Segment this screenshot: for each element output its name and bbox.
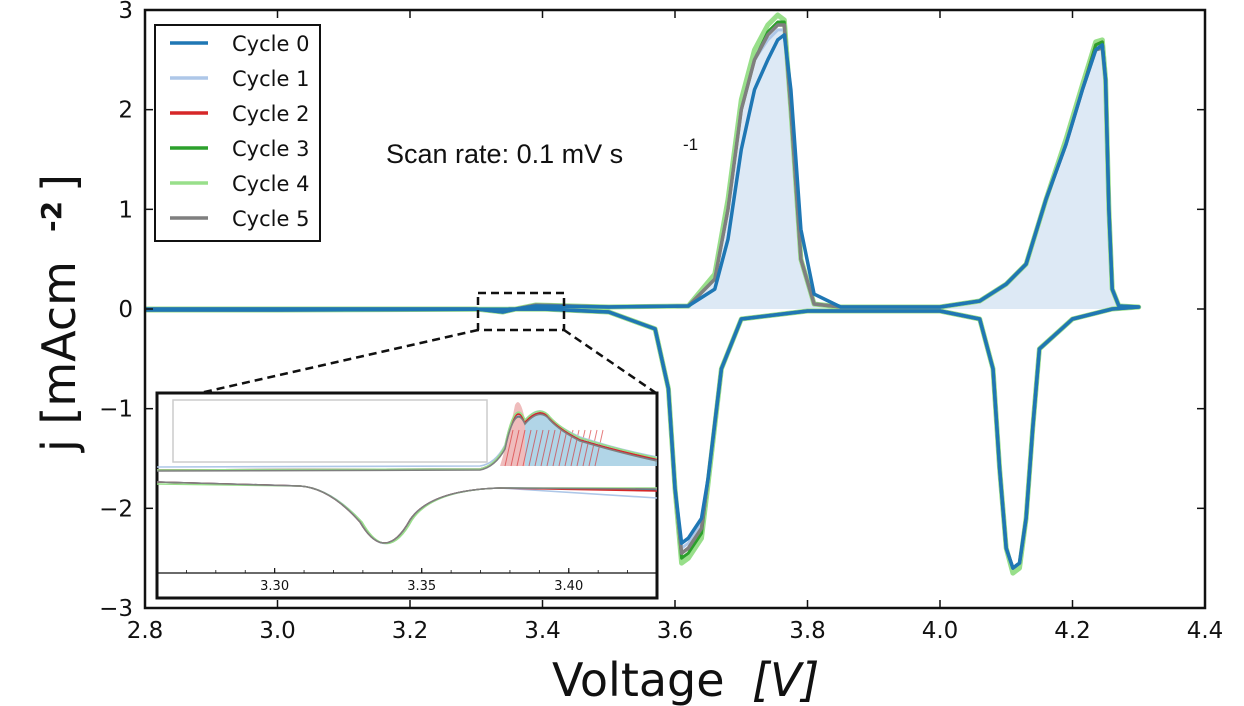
inset-curve-lower bbox=[156, 481, 658, 544]
x-tick-label: 3.8 bbox=[789, 618, 826, 644]
y-tick-label: 3 bbox=[118, 0, 133, 24]
legend-label: Cycle 4 bbox=[232, 172, 309, 196]
x-tick-label: 2.8 bbox=[127, 618, 164, 644]
y-tick-label: −1 bbox=[99, 397, 133, 423]
x-tick-label: 3.6 bbox=[657, 618, 694, 644]
x-tick-label: 4.4 bbox=[1187, 618, 1224, 644]
y-tick-label: −3 bbox=[99, 596, 133, 622]
inset-curve-upper bbox=[156, 413, 658, 472]
series-line-cycle-0 bbox=[145, 33, 1141, 570]
inset-hatch bbox=[576, 429, 586, 467]
x-tick-label: 3.2 bbox=[392, 618, 429, 644]
x-tick-label: 4.2 bbox=[1054, 618, 1091, 644]
inset-hatch bbox=[528, 429, 538, 467]
inset-hatch bbox=[594, 429, 604, 467]
inset-hatch bbox=[558, 429, 568, 467]
legend-label: Cycle 5 bbox=[232, 207, 309, 231]
inset-hatch bbox=[510, 429, 520, 467]
inset-x-tick-label: 3.40 bbox=[554, 579, 583, 594]
legend-label: Cycle 2 bbox=[232, 102, 309, 126]
y-axis-label-group: j [mAcm -2 ] bbox=[32, 174, 86, 453]
inset-hatch bbox=[582, 429, 592, 467]
inset-hatch bbox=[504, 429, 514, 467]
inset-hatch bbox=[546, 429, 556, 467]
x-tick-label: 3.0 bbox=[259, 618, 296, 644]
main-axes: 2.8 3.0 3.2 3.4 3.6 3.8 4.0 4.2 4.4 −3 −2 −1 0 1 2 3 bbox=[99, 0, 1223, 644]
legend-label: Cycle 1 bbox=[232, 67, 309, 91]
x-axis-unit: [V] bbox=[752, 653, 819, 706]
y-tick-label: 0 bbox=[118, 297, 133, 323]
zoom-region-box bbox=[476, 291, 566, 332]
cv-series-group bbox=[145, 12, 1142, 576]
x-tick-label: 4.0 bbox=[922, 618, 959, 644]
y-axis-label-close: ] bbox=[32, 174, 86, 192]
inset-hatch bbox=[516, 429, 526, 467]
inset-inner-box bbox=[172, 399, 488, 463]
x-tick-label: 3.4 bbox=[524, 618, 561, 644]
y-tick-label: 1 bbox=[118, 197, 133, 223]
integrated-area-fill bbox=[675, 29, 1139, 309]
inset-hatch bbox=[552, 429, 562, 467]
zoom-connector-left bbox=[199, 328, 479, 395]
inset-x-tick-label: 3.35 bbox=[407, 579, 436, 594]
legend-label: Cycle 0 bbox=[232, 32, 309, 56]
y-axis-label-sup: -2 bbox=[35, 201, 68, 232]
scan-rate-annotation-sup: -1 bbox=[683, 135, 698, 154]
x-axis-label: Voltage bbox=[552, 653, 725, 706]
inset-zoom-plot: 3.30 3.35 3.40 bbox=[155, 391, 659, 600]
inset-hatch bbox=[540, 429, 550, 467]
inset-hatch bbox=[534, 429, 544, 467]
inset-x-tick-label: 3.30 bbox=[260, 579, 289, 594]
y-axis-label: j [mAcm bbox=[32, 261, 86, 453]
area-fill bbox=[675, 29, 1139, 309]
zoom-connector-right bbox=[563, 328, 657, 395]
y-tick-label: −2 bbox=[99, 496, 133, 522]
legend-box bbox=[154, 24, 321, 242]
inset-hatch bbox=[522, 429, 532, 467]
y-tick-label: 2 bbox=[118, 98, 133, 124]
inset-hatch bbox=[588, 429, 598, 467]
inset-curve-upper bbox=[156, 410, 658, 471]
legend: Cycle 0 Cycle 1 Cycle 2 Cycle 3 Cycle 4 Cycle… bbox=[154, 24, 321, 242]
scan-rate-annotation: Scan rate: 0.1 mV s bbox=[386, 139, 623, 169]
legend-label: Cycle 3 bbox=[232, 137, 309, 161]
